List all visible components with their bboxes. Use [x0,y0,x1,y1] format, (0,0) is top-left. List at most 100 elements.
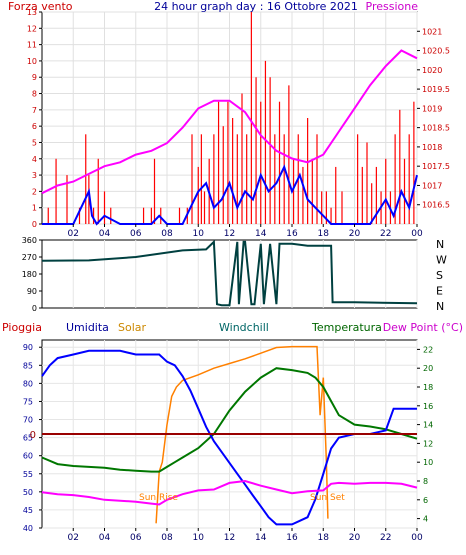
windchill-legend: Windchill [219,321,269,334]
wind-axis-tick-label: 11 [27,41,37,50]
temperature-axis-tick-label: 12 [423,439,433,448]
wind-axis-tick-label: 7 [32,106,37,115]
humidity-axis-tick-label: 40 [23,524,33,533]
humidity-axis-ticks: 40 45 50 55 60 65 70 75 80 85 90 [23,343,42,533]
pressure-axis-tick-label: 1016.5 [422,201,450,210]
direction-axis-ticks: 0 90 180 270 360 [22,236,42,313]
graph-title: 24 hour graph day : 16 Ottobre 2021 [154,0,358,13]
pressure-axis-tick-label: 1021 [422,27,442,36]
temperature-legend: Temperatura [311,321,382,334]
pressure-axis-tick-label: 1018.5 [422,124,450,133]
wind-axis-tick-label: 3 [32,171,37,180]
thermo-time-label: 06 [130,533,142,543]
temperature-axis-tick-label: 20 [423,364,433,373]
direction-axis-tick-label: 270 [22,253,37,262]
sunrise-label: Sun Rise [139,493,178,503]
thermo-time-label: 20 [349,533,361,543]
wind-axis-tick-label: 10 [27,57,37,66]
temperature-axis-tick-label: 6 [423,496,428,505]
temperature-axis-tick-label: 18 [423,383,433,392]
wind-axis-tick-label: 6 [32,122,37,131]
humidity-axis-tick-label: 50 [23,488,33,497]
wind-direction-line [41,239,418,307]
pressure-line [41,49,418,195]
pressure-axis-label: Pressione [366,0,419,13]
wind-axis-tick-label: 12 [27,24,37,33]
wind-time-label: 02 [68,229,79,239]
wind-time-label: 20 [349,229,361,239]
humidity-axis-tick-label: 45 [23,506,33,515]
rain-zero-label: 0 [30,430,36,441]
temperature-axis-ticks: 4 6 8 10 12 14 16 18 20 22 [417,345,433,524]
wind-time-axis-ticks: 02 04 06 08 10 12 14 16 18 20 22 00 [68,224,423,239]
solar-line [155,345,329,524]
wind-time-label: 00 [411,229,423,239]
temperature-axis-tick-label: 8 [423,477,428,486]
pressure-axis-tick-label: 1020 [422,66,442,75]
temperature-axis-tick-label: 14 [423,421,433,430]
pressure-axis-tick-label: 1017.5 [422,162,450,171]
wind-time-label: 04 [99,229,111,239]
compass-label: W [436,254,447,267]
humidity-line [41,349,417,526]
wind-time-label: 08 [161,229,173,239]
humidity-axis-tick-label: 90 [23,343,33,352]
direction-panel-grid [72,240,418,308]
wind-axis-tick-label: 2 [32,187,37,196]
dewpoint-legend: Dew Point (°C) [383,321,463,334]
humidity-axis-tick-label: 55 [23,470,33,479]
pressure-axis-tick-label: 1020.5 [422,47,450,56]
pressure-axis-tick-label: 1017 [422,181,442,190]
thermo-time-label: 10 [193,533,205,543]
pressure-axis-tick-label: 1018 [422,143,442,152]
wind-time-label: 10 [193,229,205,239]
thermo-time-label: 22 [380,533,391,543]
compass-label: S [436,269,443,282]
solar-legend: Solar [118,321,147,334]
wind-time-label: 22 [380,229,391,239]
pressure-axis-tick-label: 1019 [422,104,442,113]
wind-axis-tick-label: 8 [32,90,37,99]
wind-axis-tick-label: 9 [32,73,37,82]
wind-time-label: 18 [318,229,330,239]
thermo-time-label: 14 [255,533,267,543]
humidity-axis-tick-label: 80 [23,379,33,388]
wind-axis-tick-label: 0 [32,220,37,229]
wind-time-label: 14 [255,229,267,239]
pressure-axis-ticks: 1016.5 1017 1017.5 1018 1018.5 1019 1019.5 1020… [417,27,450,210]
thermo-time-label: 16 [286,533,298,543]
dewpoint-line [41,479,418,506]
humidity-axis-tick-label: 85 [23,361,33,370]
temperature-axis-tick-label: 10 [423,458,433,467]
temperature-axis-tick-label: 4 [423,515,428,524]
wind-axis-tick-label: 1 [32,204,37,213]
temperature-axis-tick-label: 16 [423,402,433,411]
direction-axis-tick-label: 180 [22,270,37,279]
compass-label: N [436,300,444,313]
pressure-axis-tick-label: 1019.5 [422,85,450,94]
rain-legend: Pioggia [2,321,42,334]
humidity-axis-tick-label: 70 [23,416,33,425]
thermo-time-label: 00 [411,533,423,543]
wind-axis-tick-label: 13 [27,8,37,17]
direction-axis-tick-label: 360 [22,236,37,245]
humidity-axis-tick-label: 65 [23,434,33,443]
wind-axis-label: Forza vento [8,0,73,13]
humidity-axis-tick-label: 75 [23,397,33,406]
compass-label: N [436,238,444,251]
thermo-time-label: 04 [99,533,111,543]
thermo-time-axis-ticks: 02 04 06 08 10 12 14 16 18 20 22 00 [68,528,423,543]
humidity-legend: Umidita [66,321,109,334]
thermo-time-label: 18 [318,533,330,543]
thermo-time-label: 12 [224,533,235,543]
direction-axis-tick-label: 0 [32,304,37,313]
temperature-axis-tick-label: 22 [423,345,433,354]
wind-axis-tick-label: 4 [32,155,37,164]
humidity-axis-tick-label: 60 [23,452,33,461]
sunset-label: Sun Set [310,493,345,503]
